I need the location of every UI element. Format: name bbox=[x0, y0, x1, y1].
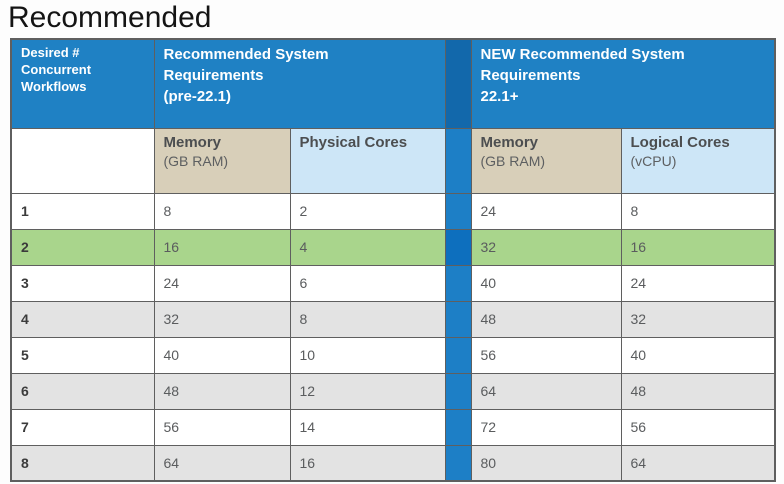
separator-column bbox=[444, 444, 472, 482]
separator-column-subheader bbox=[444, 127, 472, 194]
separator-column-header bbox=[444, 38, 472, 129]
table-row: 4 32 8 48 32 bbox=[10, 300, 776, 338]
cell-new-memory: 80 bbox=[470, 444, 622, 482]
separator-column bbox=[444, 228, 472, 266]
table-row-highlighted: 2 16 4 32 16 bbox=[10, 228, 776, 266]
cell-workflows: 6 bbox=[10, 372, 155, 410]
cell-pre-memory: 56 bbox=[153, 408, 291, 446]
table-row: 5 40 10 56 40 bbox=[10, 336, 776, 374]
table-row: 6 48 12 64 48 bbox=[10, 372, 776, 410]
cell-workflows: 5 bbox=[10, 336, 155, 374]
subheader-new-memory: Memory (GB RAM) bbox=[470, 127, 622, 194]
physical-cores-label: Physical Cores bbox=[299, 133, 408, 151]
cell-pre-memory: 32 bbox=[153, 300, 291, 338]
cell-pre-memory: 16 bbox=[153, 228, 291, 266]
subheader-pre-memory: Memory (GB RAM) bbox=[153, 127, 291, 194]
cell-new-cores: 64 bbox=[620, 444, 776, 482]
pre-memory-label: Memory bbox=[163, 133, 222, 151]
table-row: 7 56 14 72 56 bbox=[10, 408, 776, 446]
subheader-physical-cores: Physical Cores bbox=[289, 127, 446, 194]
logical-cores-unit: (vCPU) bbox=[630, 152, 677, 169]
cell-pre-cores: 10 bbox=[289, 336, 446, 374]
cell-pre-memory: 64 bbox=[153, 444, 291, 482]
header-pre-221-group: Recommended System Requirements (pre-22.… bbox=[153, 38, 446, 129]
cell-workflows: 8 bbox=[10, 444, 155, 482]
new-memory-label: Memory bbox=[480, 133, 539, 151]
cell-workflows: 1 bbox=[10, 192, 155, 230]
separator-column bbox=[444, 192, 472, 230]
cell-pre-memory: 48 bbox=[153, 372, 291, 410]
cell-new-cores: 56 bbox=[620, 408, 776, 446]
separator-column bbox=[444, 264, 472, 302]
cell-pre-cores: 8 bbox=[289, 300, 446, 338]
subheader-logical-cores: Logical Cores (vCPU) bbox=[620, 127, 776, 194]
table-row: 1 8 2 24 8 bbox=[10, 192, 776, 230]
cell-pre-cores: 12 bbox=[289, 372, 446, 410]
cell-new-cores: 16 bbox=[620, 228, 776, 266]
cell-workflows: 4 bbox=[10, 300, 155, 338]
cell-workflows: 2 bbox=[10, 228, 155, 266]
page-title: Recommended bbox=[8, 1, 212, 34]
system-requirements-table: Desired # Concurrent Workflows Recommend… bbox=[10, 38, 777, 482]
cell-new-cores: 32 bbox=[620, 300, 776, 338]
cell-new-cores: 8 bbox=[620, 192, 776, 230]
table-header-row: Desired # Concurrent Workflows Recommend… bbox=[10, 38, 776, 129]
cell-workflows: 3 bbox=[10, 264, 155, 302]
cell-pre-cores: 16 bbox=[289, 444, 446, 482]
cell-pre-memory: 24 bbox=[153, 264, 291, 302]
separator-column bbox=[444, 372, 472, 410]
cell-new-memory: 72 bbox=[470, 408, 622, 446]
cell-new-memory: 32 bbox=[470, 228, 622, 266]
separator-column bbox=[444, 336, 472, 374]
table-subheader-row: Memory (GB RAM) Physical Cores Memory (G… bbox=[10, 127, 776, 194]
new-memory-unit: (GB RAM) bbox=[480, 152, 546, 169]
separator-column bbox=[444, 300, 472, 338]
cell-new-cores: 24 bbox=[620, 264, 776, 302]
cell-new-memory: 56 bbox=[470, 336, 622, 374]
cell-pre-cores: 14 bbox=[289, 408, 446, 446]
separator-column bbox=[444, 408, 472, 446]
cell-new-cores: 48 bbox=[620, 372, 776, 410]
cell-pre-memory: 40 bbox=[153, 336, 291, 374]
table-row: 8 64 16 80 64 bbox=[10, 444, 776, 482]
subheader-empty-cell bbox=[10, 127, 155, 194]
cell-pre-cores: 4 bbox=[289, 228, 446, 266]
cell-pre-memory: 8 bbox=[153, 192, 291, 230]
cell-workflows: 7 bbox=[10, 408, 155, 446]
cell-new-memory: 64 bbox=[470, 372, 622, 410]
header-new-221-group: NEW Recommended System Requirements 22.1… bbox=[470, 38, 776, 129]
cell-new-memory: 40 bbox=[470, 264, 622, 302]
table-row: 3 24 6 40 24 bbox=[10, 264, 776, 302]
cell-new-memory: 48 bbox=[470, 300, 622, 338]
pre-memory-unit: (GB RAM) bbox=[163, 152, 229, 169]
header-concurrent-workflows: Desired # Concurrent Workflows bbox=[10, 38, 155, 129]
logical-cores-label: Logical Cores bbox=[630, 133, 730, 151]
cell-pre-cores: 2 bbox=[289, 192, 446, 230]
cell-new-memory: 24 bbox=[470, 192, 622, 230]
cell-new-cores: 40 bbox=[620, 336, 776, 374]
cell-pre-cores: 6 bbox=[289, 264, 446, 302]
